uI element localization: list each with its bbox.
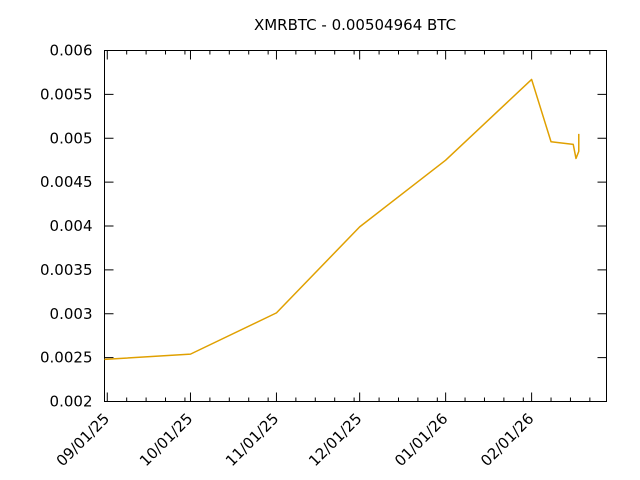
y-tick-label: 0.0045 [40, 173, 93, 191]
y-tick-label: 0.0055 [40, 85, 93, 103]
y-tick-label: 0.0035 [40, 261, 93, 279]
x-tick-label: 01/01/26 [391, 410, 451, 470]
y-axis: 0.002 0.0025 0.003 0.0035 0.004 0.0045 0.005 0.… [40, 42, 607, 411]
x-tick-label: 10/01/25 [136, 410, 196, 470]
y-tick-label: 0.003 [50, 305, 93, 323]
x-tick-label: 02/01/26 [477, 410, 537, 470]
x-tick-label: 09/01/25 [53, 410, 113, 470]
series-layer [104, 78, 580, 361]
y-tick-label: 0.004 [50, 217, 93, 235]
plot-frame [104, 50, 607, 402]
y-tick-label: 0.005 [50, 129, 93, 147]
chart-title: XMRBTC - 0.00504964 BTC [254, 16, 456, 34]
x-tick-label: 11/01/25 [222, 410, 282, 470]
y-tick-label: 0.0025 [40, 349, 93, 367]
y-tick-label: 0.002 [50, 393, 93, 411]
x-axis: 09/01/25 10/01/25 11/01/25 12/01/25 01/01/26… [53, 50, 591, 470]
price-line [104, 78, 580, 361]
x-tick-label: 12/01/25 [305, 410, 365, 470]
y-tick-label: 0.006 [50, 42, 93, 60]
